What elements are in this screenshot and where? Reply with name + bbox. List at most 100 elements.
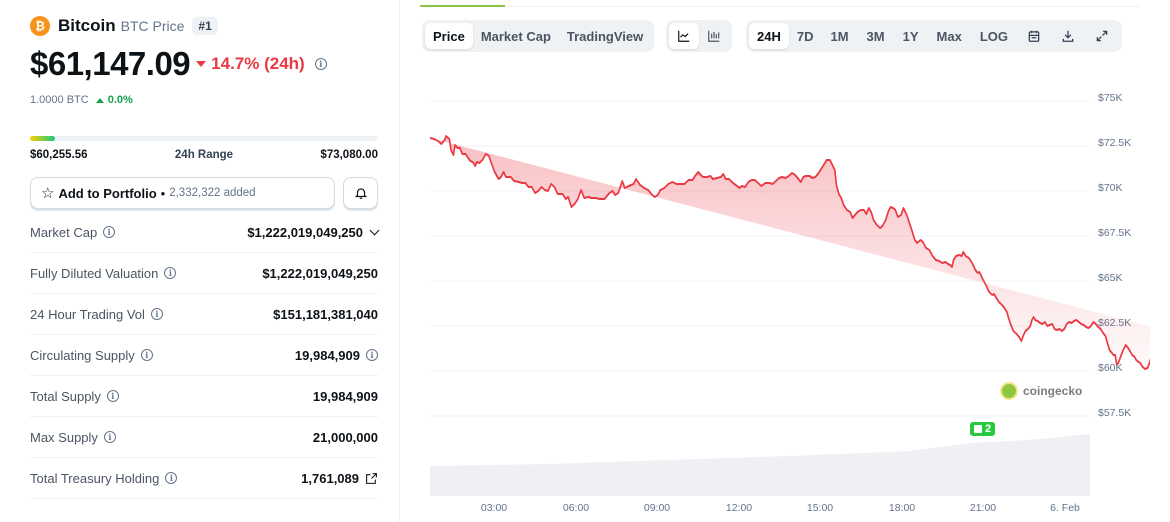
market-cap-value[interactable]: $1,222,019,049,250: [247, 224, 380, 240]
chevron-down-icon[interactable]: [369, 225, 380, 235]
news-icon: [974, 425, 982, 433]
tab-market-cap[interactable]: Market Cap: [480, 28, 551, 44]
bell-icon: [354, 188, 367, 199]
coingecko-logo-icon: [1000, 382, 1018, 400]
stat-label: Max Supply: [30, 429, 98, 445]
stat-label: Total Supply: [30, 388, 101, 404]
y-axis-label: $62.5K: [1098, 317, 1132, 329]
stat-row-market-cap: Market Cap i $1,222,019,049,250: [30, 212, 380, 253]
external-link-icon[interactable]: [365, 472, 378, 485]
range-1y[interactable]: 1Y: [902, 28, 919, 44]
range-low: $60,255.56: [30, 149, 88, 161]
stat-value: $151,181,381,040: [273, 306, 378, 322]
portfolio-label: Add to Portfolio: [58, 185, 157, 201]
price-chart-svg: [430, 100, 1150, 496]
price-change-24h: 14.7% (24h): [196, 54, 305, 74]
price-alert-button[interactable]: [343, 177, 378, 209]
volume-bars: [430, 434, 1090, 496]
price-row: $61,147.09 14.7% (24h) i: [30, 45, 327, 83]
y-axis-label: $57.5K: [1098, 407, 1132, 419]
download-button[interactable]: [1051, 23, 1085, 49]
price-change-value: 14.7% (24h): [211, 54, 305, 73]
range-label: 24h Range: [174, 149, 234, 161]
stat-row-fdv: Fully Diluted Valuation i $1,222,019,049,…: [30, 253, 378, 294]
chart-panel: Price Market Cap TradingView 24H 7D 1M 3…: [420, 0, 1150, 522]
x-axis-label: 12:00: [725, 502, 753, 514]
range-7d[interactable]: 7D: [796, 28, 814, 44]
info-icon[interactable]: i: [103, 226, 116, 238]
info-icon[interactable]: i: [103, 431, 116, 443]
btc-value: 1.0000 BTC: [30, 94, 89, 106]
coin-subtitle: BTC Price: [120, 18, 185, 34]
info-icon[interactable]: i: [140, 349, 153, 361]
tab-tradingview[interactable]: TradingView: [566, 28, 644, 44]
portfolio-count: 2,332,322 added: [169, 187, 256, 199]
stat-value: 19,984,909: [312, 388, 378, 404]
stats-list: Market Cap i $1,222,019,049,250 Fully Dil…: [30, 212, 380, 499]
active-tab-indicator: [420, 5, 505, 7]
y-axis-label: $75K: [1098, 92, 1123, 104]
stat-label: 24 Hour Trading Vol: [30, 306, 145, 322]
current-price: $61,147.09: [30, 45, 191, 82]
btc-change: 0.0%: [95, 94, 133, 106]
y-axis-label: $67.5K: [1098, 227, 1132, 239]
stat-value: $1,222,019,049,250: [262, 265, 378, 281]
info-icon[interactable]: i: [165, 472, 178, 484]
range-24h[interactable]: 24H: [749, 23, 789, 49]
range-bar: [30, 136, 378, 141]
y-axis-label: $70K: [1098, 182, 1123, 194]
add-to-portfolio-button[interactable]: ☆ Add to Portfolio • 2,332,322 added: [30, 177, 335, 209]
x-axis-label: 09:00: [643, 502, 671, 514]
range-high: $73,080.00: [320, 149, 378, 161]
stat-label: Total Treasury Holding: [30, 470, 160, 486]
caret-down-icon: [196, 61, 207, 67]
price-chart[interactable]: $75K $72.5K $70K $67.5K $65K $62.5K $60K…: [430, 80, 1150, 520]
expand-icon: [1096, 30, 1108, 42]
stat-row-total-supply: Total Supply i 19,984,909: [30, 376, 378, 417]
log-scale-toggle[interactable]: LOG: [979, 28, 1008, 44]
stat-label: Circulating Supply: [30, 347, 135, 363]
x-axis-label: 06:00: [562, 502, 590, 514]
watermark-text: coingecko: [1023, 384, 1083, 398]
stat-value: 1,761,089: [301, 470, 359, 486]
line-chart-button[interactable]: [669, 23, 699, 49]
coin-name: Bitcoin: [58, 16, 116, 35]
range-1m[interactable]: 1M: [830, 28, 849, 44]
info-icon[interactable]: i: [150, 308, 163, 320]
x-axis-label: 21:00: [969, 502, 997, 514]
stat-value: 19,984,909: [294, 347, 360, 363]
fullscreen-button[interactable]: [1085, 23, 1119, 49]
stat-row-treasury: Total Treasury Holding i 1,761,089: [30, 458, 378, 499]
info-icon[interactable]: i: [366, 349, 378, 361]
tab-price[interactable]: Price: [425, 23, 473, 49]
y-axis-label: $65K: [1098, 272, 1123, 284]
stat-row-max-supply: Max Supply i 21,000,000: [30, 417, 378, 458]
y-axis-label: $60K: [1098, 362, 1123, 374]
range-bar-fill: [30, 136, 55, 141]
panel-divider: [399, 0, 400, 522]
candlestick-button[interactable]: [699, 23, 729, 49]
calendar-button[interactable]: [1017, 23, 1051, 49]
stat-value: $1,222,019,049,250: [247, 224, 363, 240]
chart-type-toggle: [666, 20, 732, 52]
caret-up-icon: [95, 97, 104, 103]
portfolio-separator: •: [160, 185, 166, 201]
info-icon[interactable]: i: [106, 390, 119, 402]
chart-view-tabs: Price Market Cap TradingView: [422, 20, 655, 52]
info-icon[interactable]: i: [164, 267, 177, 279]
y-axis-label: $72.5K: [1098, 137, 1132, 149]
bitcoin-icon: ₿: [30, 16, 50, 36]
event-count: 2: [985, 423, 992, 435]
grid-lines: [430, 100, 1090, 417]
news-event-badge[interactable]: 2: [970, 422, 996, 436]
info-icon[interactable]: i: [314, 58, 327, 70]
btc-conversion: 1.0000 BTC 0.0%: [30, 94, 133, 106]
line-chart-icon: [678, 30, 690, 42]
price-line: [430, 135, 1150, 370]
x-axis-label: 15:00: [806, 502, 834, 514]
coin-header: ₿ Bitcoin BTC Price #1: [30, 15, 218, 37]
range-max[interactable]: Max: [936, 28, 962, 44]
stat-row-volume: 24 Hour Trading Vol i $151,181,381,040: [30, 294, 378, 335]
range-3m[interactable]: 3M: [866, 28, 885, 44]
time-range-tabs: 24H 7D 1M 3M 1Y Max LOG: [746, 20, 1122, 52]
